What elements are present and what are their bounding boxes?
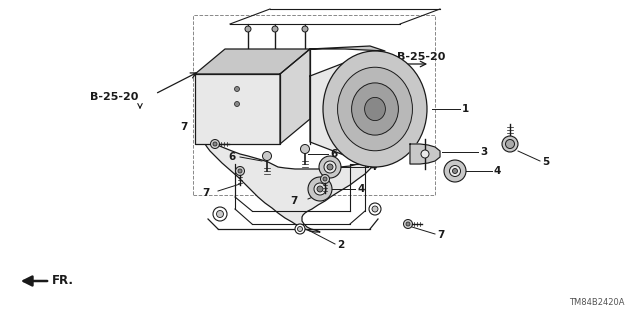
Circle shape [321,174,330,183]
Circle shape [213,142,217,146]
Text: 2: 2 [337,240,344,250]
Circle shape [406,222,410,226]
Text: 6: 6 [228,152,236,162]
Circle shape [234,101,239,107]
Bar [193,15,435,195]
Circle shape [323,177,327,181]
Ellipse shape [323,51,427,167]
Circle shape [298,226,303,232]
Circle shape [314,183,326,195]
Text: 7: 7 [180,122,188,132]
Text: 7: 7 [290,196,298,206]
Circle shape [506,139,515,149]
Polygon shape [310,51,375,167]
Circle shape [213,207,227,221]
Circle shape [369,203,381,215]
Text: 5: 5 [542,157,549,167]
Circle shape [319,156,341,178]
Circle shape [216,211,223,218]
Text: 7: 7 [437,230,444,240]
Circle shape [403,219,413,228]
Text: 7: 7 [202,188,209,198]
Text: 4: 4 [370,162,378,172]
Polygon shape [205,140,376,232]
Circle shape [245,26,251,32]
Circle shape [324,161,336,173]
Circle shape [317,186,323,192]
Polygon shape [195,49,310,74]
Ellipse shape [337,67,412,151]
Circle shape [236,167,244,175]
Circle shape [308,177,332,201]
Text: B-25-20: B-25-20 [90,92,138,102]
Text: 1: 1 [462,104,469,114]
Ellipse shape [365,97,385,121]
Circle shape [421,150,429,158]
Circle shape [302,26,308,32]
Circle shape [327,164,333,170]
Circle shape [502,136,518,152]
Text: 4: 4 [494,166,501,176]
Circle shape [301,145,310,153]
Circle shape [295,224,305,234]
Text: B-25-20: B-25-20 [397,52,445,62]
Text: TM84B2420A: TM84B2420A [570,298,625,307]
Text: 6: 6 [330,149,337,159]
Circle shape [452,168,458,174]
Circle shape [272,26,278,32]
Polygon shape [280,49,310,144]
Circle shape [449,166,461,176]
Polygon shape [310,46,385,51]
Text: 3: 3 [480,147,487,157]
Text: 4: 4 [357,184,364,194]
Circle shape [211,139,220,149]
Polygon shape [195,74,280,144]
Polygon shape [410,144,440,164]
Circle shape [238,169,242,173]
Ellipse shape [351,83,398,135]
Circle shape [234,86,239,92]
Circle shape [262,152,271,160]
Circle shape [444,160,466,182]
Text: FR.: FR. [52,273,74,286]
Circle shape [372,206,378,212]
